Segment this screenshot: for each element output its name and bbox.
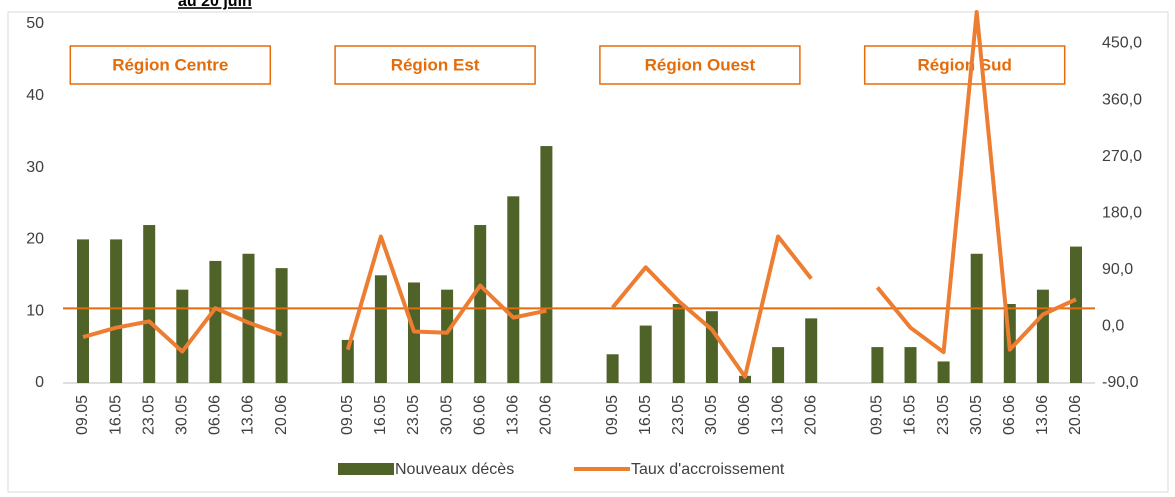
x-tick-label: 30.05 (703, 395, 720, 435)
bar (374, 275, 387, 383)
x-tick-label: 16.05 (107, 395, 124, 435)
x-tick-label: 09.05 (869, 395, 886, 435)
bar (143, 225, 156, 383)
region-label: Région Est (391, 55, 480, 74)
bar (176, 289, 189, 383)
bar (739, 375, 751, 383)
y-tick-label: 0 (35, 374, 44, 391)
y2-tick-label: 90,0 (1102, 261, 1133, 278)
x-tick-label: 23.05 (670, 395, 687, 435)
y-tick-label: 40 (26, 87, 44, 104)
bar (209, 260, 222, 383)
bar (606, 354, 619, 383)
title-bg (170, 0, 305, 10)
bar (937, 361, 950, 383)
bar (672, 304, 685, 383)
x-tick-label: 06.06 (471, 395, 488, 435)
bar (805, 318, 818, 383)
region-box (863, 45, 1066, 85)
x-tick-label: 13.06 (1034, 395, 1051, 435)
x-tick-label: 09.05 (74, 395, 91, 435)
x-tick-label: 16.05 (372, 395, 389, 435)
y2-tick-label: 270,0 (1102, 148, 1142, 165)
x-tick-label: 13.06 (505, 395, 522, 435)
y-tick-label: 50 (26, 15, 44, 32)
bar (705, 311, 718, 383)
chart-frame (7, 11, 1169, 493)
x-tick-label: 23.05 (935, 395, 952, 435)
line (82, 10, 1077, 379)
bar (275, 268, 288, 383)
x-tick-label: 20.06 (1067, 395, 1084, 435)
bar (77, 239, 89, 383)
x-tick-label: 16.05 (902, 395, 919, 435)
x-tick-label: 09.05 (339, 395, 356, 435)
x-tick-label: 06.06 (207, 395, 224, 435)
bar (1036, 289, 1049, 383)
y-tick-label: 10 (26, 302, 44, 319)
legend-swatch (338, 463, 394, 475)
legend-label: Taux d'accroissement (631, 461, 785, 478)
x-tick-label: 30.05 (438, 395, 455, 435)
x-tick-label: 30.05 (174, 395, 191, 435)
region-box (599, 45, 801, 85)
bar (242, 253, 255, 383)
x-tick-label: 30.05 (968, 395, 985, 435)
bar (904, 347, 917, 383)
y2-tick-label: 0,0 (1102, 318, 1124, 335)
y2-tick-label: -90,0 (1102, 374, 1139, 391)
region-label: Région Ouest (645, 55, 756, 74)
x-tick-label: 23.05 (405, 395, 422, 435)
bar (507, 196, 520, 383)
x-tick-label: 06.06 (1001, 395, 1018, 435)
bar (540, 146, 553, 383)
x-tick-label: 06.06 (736, 395, 753, 435)
bar (1070, 246, 1082, 383)
x-tick-label: 09.05 (604, 395, 621, 435)
x-tick-label: 13.06 (240, 395, 257, 435)
x-tick-label: 16.05 (637, 395, 654, 435)
bar (639, 325, 652, 383)
bar (871, 347, 884, 383)
y2-tick-label: 360,0 (1102, 91, 1142, 108)
region-label: Région Sud (917, 55, 1011, 74)
bar (970, 253, 983, 383)
region-box (69, 45, 272, 85)
x-tick-label: 13.06 (769, 395, 786, 435)
x-tick-label: 20.06 (273, 395, 290, 435)
bar (474, 225, 487, 383)
x-tick-label: 23.05 (140, 395, 157, 435)
bar (441, 289, 454, 383)
bar (772, 347, 785, 383)
y2-tick-label: 180,0 (1102, 204, 1142, 221)
bar (341, 339, 354, 383)
x-tick-label: 20.06 (538, 395, 555, 435)
x-tick-label: 20.06 (802, 395, 819, 435)
y-tick-label: 30 (26, 159, 44, 176)
y2-tick-label: 450,0 (1102, 35, 1142, 52)
legend-label: Nouveaux décès (395, 461, 514, 478)
chart-title: au 20 juin (178, 0, 252, 10)
bar (110, 239, 123, 383)
y-tick-label: 20 (26, 231, 44, 248)
region-box (334, 45, 536, 85)
region-label: Région Centre (112, 55, 228, 74)
